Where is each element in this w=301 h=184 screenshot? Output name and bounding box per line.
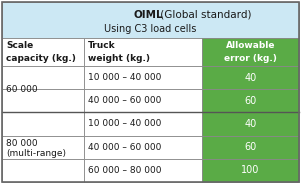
- Bar: [202, 38, 299, 66]
- Text: weight (kg.): weight (kg.): [88, 54, 150, 63]
- Bar: [2, 136, 84, 159]
- Text: 40 000 – 60 000: 40 000 – 60 000: [88, 96, 161, 105]
- Text: 10 000 – 40 000: 10 000 – 40 000: [88, 119, 161, 128]
- Text: Using C3 load cells: Using C3 load cells: [104, 24, 197, 34]
- Text: 40: 40: [244, 119, 257, 129]
- Bar: [2, 66, 84, 89]
- Bar: [84, 112, 202, 136]
- Text: (multi-range): (multi-range): [6, 148, 66, 158]
- Text: 80 000: 80 000: [6, 139, 38, 148]
- Text: 60: 60: [244, 142, 257, 152]
- Bar: [202, 136, 299, 159]
- Text: capacity (kg.): capacity (kg.): [6, 54, 76, 63]
- Bar: [202, 159, 299, 182]
- Text: Scale: Scale: [6, 41, 33, 50]
- Bar: [2, 159, 84, 182]
- Text: 40 000 – 60 000: 40 000 – 60 000: [88, 143, 161, 152]
- Bar: [84, 38, 202, 66]
- Bar: [2, 89, 84, 112]
- Text: 10 000 – 40 000: 10 000 – 40 000: [88, 73, 161, 82]
- Bar: [202, 112, 299, 136]
- Bar: [84, 89, 202, 112]
- Text: OIML: OIML: [134, 10, 163, 20]
- Text: Allowable: Allowable: [226, 41, 275, 50]
- Text: (Global standard): (Global standard): [157, 10, 251, 20]
- Text: Truck: Truck: [88, 41, 116, 50]
- Text: 100: 100: [241, 165, 260, 175]
- Bar: [84, 159, 202, 182]
- Bar: [2, 2, 299, 38]
- Bar: [202, 89, 299, 112]
- Bar: [2, 112, 84, 136]
- Text: 40: 40: [244, 73, 257, 83]
- Text: 60 000 – 80 000: 60 000 – 80 000: [88, 166, 162, 175]
- Bar: [202, 66, 299, 89]
- Bar: [84, 136, 202, 159]
- Bar: [84, 66, 202, 89]
- Text: 60 000: 60 000: [6, 85, 38, 94]
- Bar: [2, 38, 84, 66]
- Text: error (kg.): error (kg.): [224, 54, 277, 63]
- Text: 60: 60: [244, 96, 257, 106]
